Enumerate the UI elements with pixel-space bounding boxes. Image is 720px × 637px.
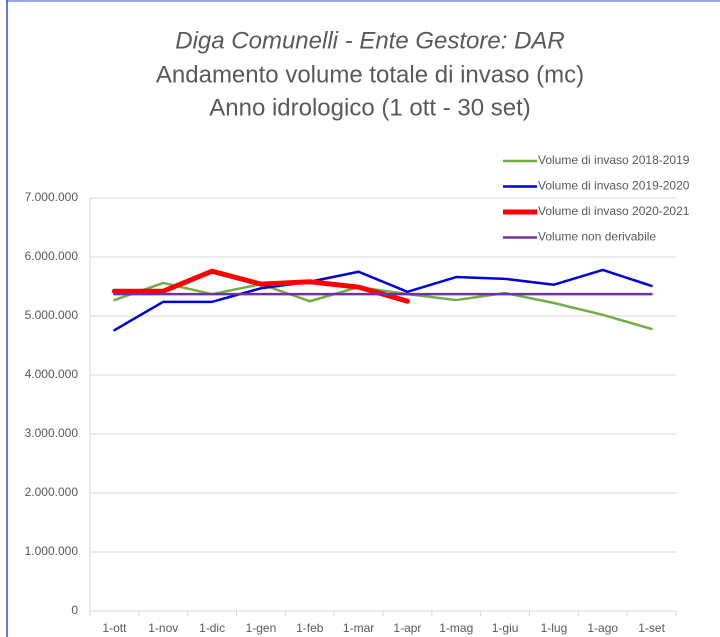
x-tick-label: 1-mag	[439, 621, 473, 635]
legend-label: Volume non derivabile	[538, 230, 656, 244]
legend-label: Volume di invaso 2018-2019	[538, 153, 690, 167]
y-tick-label: 3.000.000	[25, 426, 79, 440]
x-tick-label: 1-gen	[246, 621, 277, 635]
y-tick-label: 7.000.000	[25, 190, 79, 204]
x-tick-label: 1-mar	[343, 621, 374, 635]
legend-label: Volume di invaso 2019-2020	[538, 179, 690, 193]
chart-title: Andamento volume totale di invaso (mc)	[156, 61, 584, 88]
x-tick-label: 1-giu	[492, 621, 519, 635]
x-tick-label: 1-apr	[393, 621, 421, 635]
series-line	[111, 268, 410, 304]
x-tick-label: 1-ago	[587, 621, 618, 635]
x-tick-label: 1-lug	[541, 621, 568, 635]
x-tick-label: 1-nov	[148, 621, 178, 635]
chart-title: Anno idrologico (1 ott - 30 set)	[209, 94, 531, 121]
series-line	[113, 268, 653, 332]
y-tick-label: 5.000.000	[25, 308, 79, 322]
y-tick-label: 1.000.000	[25, 544, 79, 558]
y-tick-label: 2.000.000	[25, 485, 79, 499]
y-tick-label: 0	[71, 603, 78, 617]
y-tick-label: 4.000.000	[25, 367, 79, 381]
x-tick-label: 1-ott	[102, 621, 127, 635]
chart-title: Diga Comunelli - Ente Gestore: DAR	[175, 27, 564, 54]
x-tick-label: 1-dic	[199, 621, 225, 635]
x-tick-label: 1-set	[638, 621, 665, 635]
x-tick-label: 1-feb	[296, 621, 324, 635]
legend-label: Volume di invaso 2020-2021	[538, 204, 690, 218]
series-line	[113, 281, 653, 331]
y-tick-label: 6.000.000	[25, 249, 79, 263]
